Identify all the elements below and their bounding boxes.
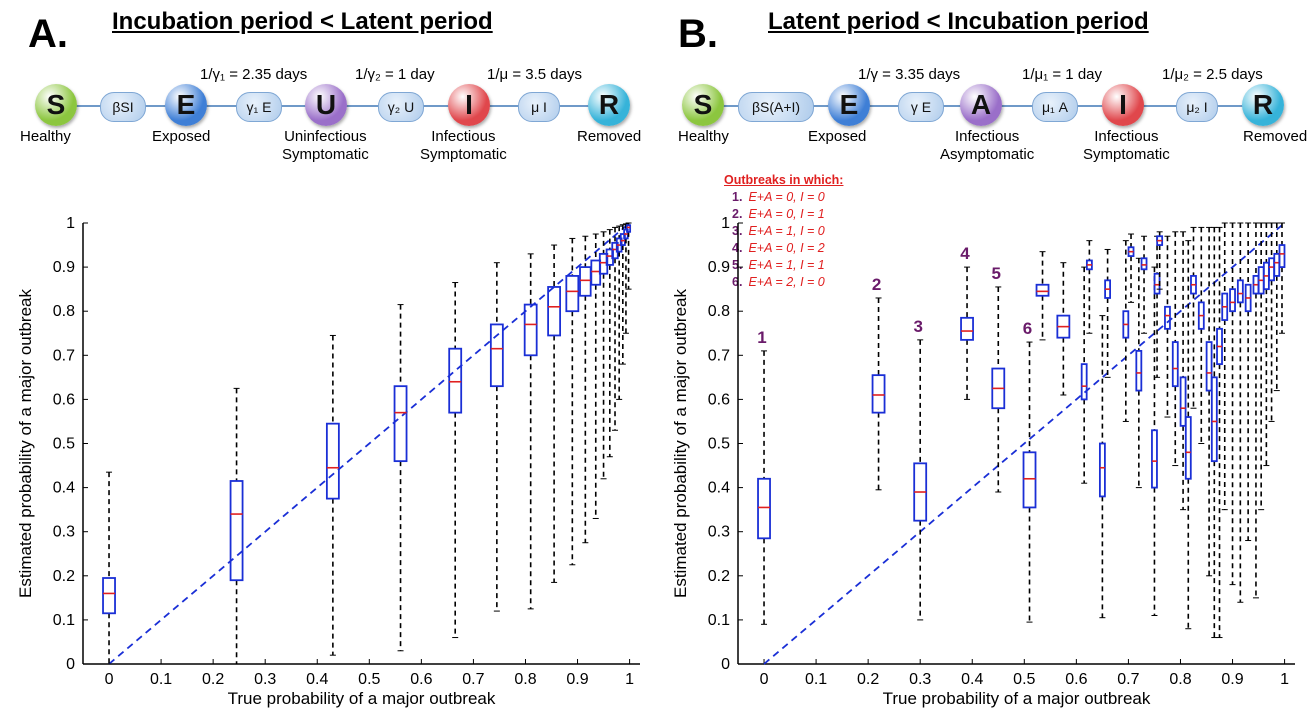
rate-gamma1: 1/γ₁ = 2.35 days	[200, 66, 308, 83]
node-a-b-symbol: A	[970, 89, 992, 120]
node-a-b-label: Infectious Asymptomatic	[940, 128, 1035, 163]
legend-item: 5. E+A = 1, I = 1	[724, 257, 843, 274]
node-r: R	[588, 84, 630, 126]
legend-item-text: E+A = 1, I = 1	[748, 258, 825, 272]
node-u: U	[305, 84, 347, 126]
node-s-b: S	[682, 84, 724, 126]
node-e-b-label: Exposed	[808, 128, 867, 145]
legend-item-num: 4.	[732, 241, 743, 255]
transition-gamma1-e: γ₁ E	[236, 92, 282, 122]
node-s-label: Healthy	[20, 128, 71, 145]
transition-beta-si: βSI	[100, 92, 146, 122]
transition-beta-sai: βS(A+I)	[738, 92, 814, 122]
legend-item-text: E+A = 1, I = 0	[748, 224, 825, 238]
node-r-symbol: R	[598, 89, 620, 120]
rate-gamma2: 1/γ₂ = 1 day	[355, 66, 435, 83]
node-e-b: E	[828, 84, 870, 126]
node-s-b-label: Healthy	[678, 128, 729, 145]
transition-mu-i: μ I	[518, 92, 560, 122]
legend-item-num: 6.	[732, 275, 743, 289]
legend-item: 2. E+A = 0, I = 1	[724, 206, 843, 223]
node-e-symbol: E	[176, 89, 196, 120]
panel-b-title: Latent period < Incubation period	[768, 8, 1149, 35]
transition-mu1-a: μ₁ A	[1032, 92, 1078, 122]
node-i-symbol: I	[465, 89, 473, 120]
legend-item-text: E+A = 0, I = 2	[748, 241, 825, 255]
node-i-b-symbol: I	[1119, 89, 1127, 120]
transition-mu2-i: μ₂ I	[1176, 92, 1218, 122]
node-u-symbol: U	[315, 89, 337, 120]
legend-item-num: 1.	[732, 190, 743, 204]
node-s-b-symbol: S	[693, 89, 713, 120]
panel-a-letter: A.	[28, 12, 68, 56]
node-e-b-symbol: E	[839, 89, 859, 120]
node-r-label: Removed	[577, 128, 642, 145]
rate-gamma: 1/γ = 3.35 days	[858, 66, 961, 83]
node-r-b-symbol: R	[1252, 89, 1274, 120]
node-i: I	[448, 84, 490, 126]
node-i-b: I	[1102, 84, 1144, 126]
rate-mu: 1/μ = 3.5 days	[487, 66, 582, 83]
legend-item: 6. E+A = 2, I = 0	[724, 274, 843, 291]
panel-a: A. Incubation period < Latent period 1/γ…	[20, 8, 642, 163]
legend-item: 3. E+A = 1, I = 0	[724, 223, 843, 240]
legend-item-num: 3.	[732, 224, 743, 238]
node-u-label: Uninfectious Symptomatic	[282, 128, 369, 163]
legend-item-text: E+A = 2, I = 0	[748, 275, 825, 289]
node-r-b: R	[1242, 84, 1284, 126]
legend-item-num: 2.	[732, 207, 743, 221]
panel-a-title: Incubation period < Latent period	[112, 8, 493, 35]
node-a-b: A	[960, 84, 1002, 126]
legend-item-num: 5.	[732, 258, 743, 272]
legend-item: 1. E+A = 0, I = 0	[724, 189, 843, 206]
legend-item: 4. E+A = 0, I = 2	[724, 240, 843, 257]
transition-gamma-e: γ E	[898, 92, 944, 122]
rate-mu1: 1/μ₁ = 1 day	[1022, 66, 1103, 83]
node-s: S	[35, 84, 77, 126]
legend-item-text: E+A = 0, I = 1	[748, 207, 825, 221]
panel-b: B. Latent period < Incubation period 1/γ…	[660, 0, 1315, 713]
outbreak-legend: Outbreaks in which: 1. E+A = 0, I = 0 2. E…	[724, 172, 843, 291]
legend-title: Outbreaks in which:	[724, 173, 844, 187]
node-i-b-label: Infectious Symptomatic	[1083, 128, 1170, 163]
node-e-label: Exposed	[152, 128, 211, 145]
node-s-symbol: S	[46, 89, 66, 120]
rate-mu2: 1/μ₂ = 2.5 days	[1162, 66, 1263, 83]
transition-gamma2-u: γ₂ U	[378, 92, 424, 122]
node-i-label: Infectious Symptomatic	[420, 128, 507, 163]
panel-b-letter: B.	[678, 12, 718, 56]
legend-item-text: E+A = 0, I = 0	[748, 190, 825, 204]
node-e: E	[165, 84, 207, 126]
node-r-b-label: Removed	[1243, 128, 1308, 145]
